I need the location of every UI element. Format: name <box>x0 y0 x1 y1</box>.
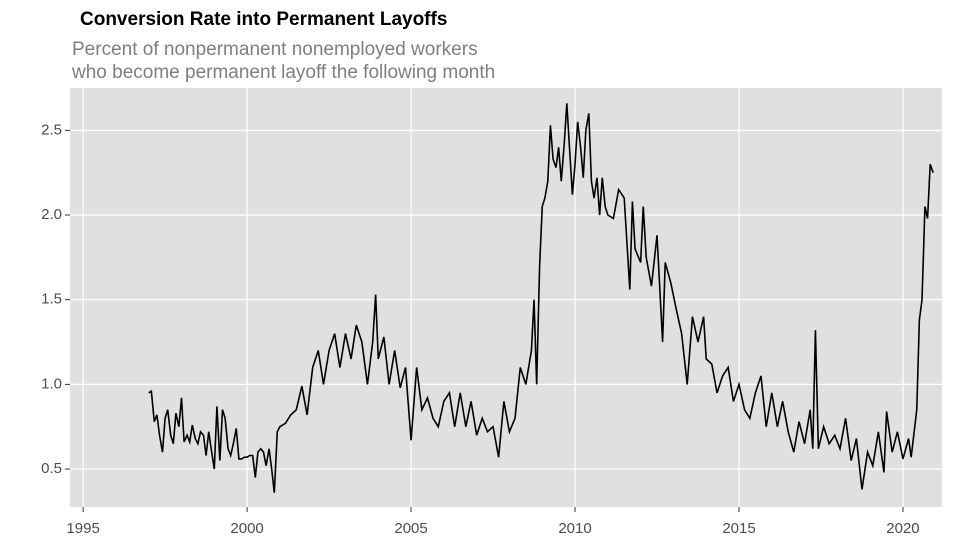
data-line <box>148 103 934 493</box>
x-tick-label: 2000 <box>230 520 263 537</box>
x-tick-label: 2020 <box>886 520 919 537</box>
y-tick-label: 2.0 <box>41 206 62 223</box>
x-tick-label: 2005 <box>394 520 427 537</box>
y-tick-label: 0.5 <box>41 460 62 477</box>
y-tick-label: 2.5 <box>41 121 62 138</box>
chart-subtitle: who become permanent layoff the followin… <box>71 62 495 83</box>
y-tick-label: 1.0 <box>41 375 62 392</box>
x-tick-label: 1995 <box>66 520 99 537</box>
x-tick-label: 2010 <box>558 520 591 537</box>
x-tick-label: 2015 <box>722 520 755 537</box>
chart-title: Conversion Rate into Permanent Layoffs <box>80 9 447 30</box>
y-tick-label: 1.5 <box>41 291 62 308</box>
plot-background <box>70 88 942 507</box>
chart-subtitle: Percent of nonpermanent nonemployed work… <box>72 39 478 60</box>
